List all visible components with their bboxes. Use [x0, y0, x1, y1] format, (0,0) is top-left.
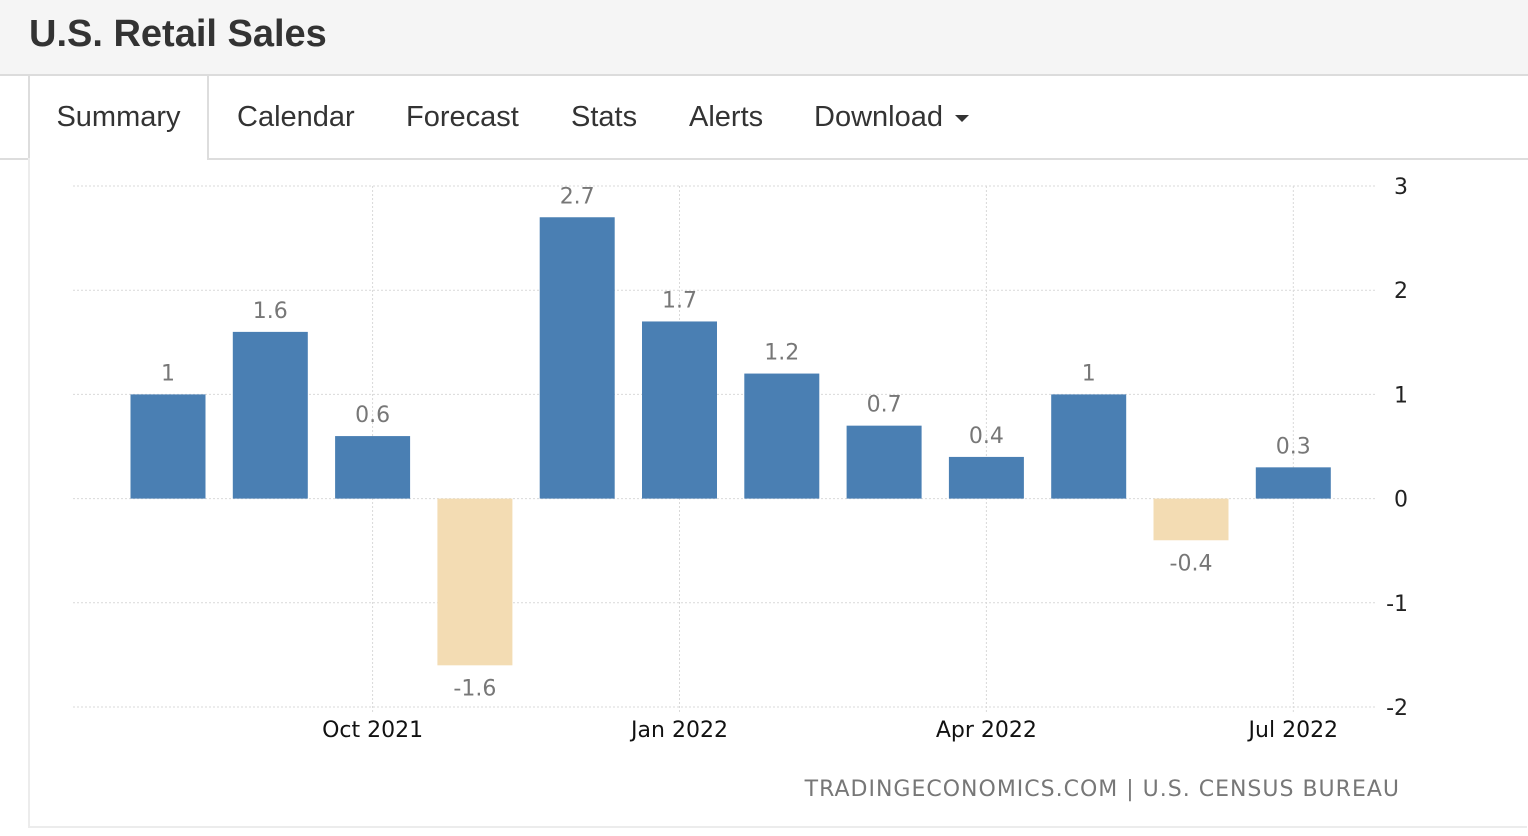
bar: [130, 394, 206, 499]
bar: [1153, 498, 1229, 541]
bar: [744, 373, 820, 499]
data-label: 1: [1082, 361, 1096, 386]
data-label: 0.7: [867, 393, 902, 418]
bar: [1051, 394, 1127, 499]
y-tick-label: 2: [1394, 279, 1408, 304]
y-tick-label: -1: [1386, 592, 1408, 617]
tab-alerts[interactable]: Alerts: [689, 76, 763, 158]
x-tick-label: Jul 2022: [1247, 718, 1339, 743]
bar: [846, 425, 922, 499]
tab-summary-label: Summary: [56, 101, 181, 133]
data-label: 0.6: [355, 403, 390, 428]
data-label: 1.2: [764, 341, 799, 366]
x-tick-label: Jan 2022: [629, 718, 728, 743]
x-tick-label: Oct 2021: [322, 718, 423, 743]
page-title: U.S. Retail Sales: [29, 13, 327, 55]
bar: [437, 498, 513, 666]
y-tick-label: 1: [1394, 383, 1408, 408]
tab-stats[interactable]: Stats: [571, 76, 637, 158]
y-tick-label: 0: [1394, 488, 1408, 513]
chevron-down-icon: [954, 114, 969, 122]
bar: [232, 331, 308, 499]
tab-forecast-label: Forecast: [406, 101, 519, 133]
tab-bar: Summary Calendar Forecast Stats Alerts D…: [0, 76, 1528, 160]
data-label: 1.6: [253, 299, 288, 324]
bar: [642, 321, 717, 499]
tab-summary[interactable]: Summary: [28, 76, 209, 160]
data-label: 2.7: [560, 184, 595, 209]
data-label: -1.6: [453, 676, 496, 701]
tab-stats-label: Stats: [571, 101, 638, 133]
tab-calendar[interactable]: Calendar: [237, 76, 355, 158]
tab-alerts-label: Alerts: [689, 101, 764, 133]
tab-calendar-label: Calendar: [237, 101, 355, 133]
y-tick-label: 3: [1394, 175, 1408, 200]
chart-panel: [28, 158, 1527, 828]
page-header: U.S. Retail Sales: [0, 0, 1528, 76]
tab-download[interactable]: Download: [814, 76, 969, 158]
bar: [948, 456, 1024, 499]
x-tick-label: Apr 2022: [936, 718, 1037, 743]
data-label: 1: [161, 361, 175, 386]
data-label: 0.3: [1276, 434, 1311, 459]
tab-forecast[interactable]: Forecast: [406, 76, 519, 158]
y-tick-label: -2: [1386, 696, 1408, 721]
bar: [539, 217, 615, 499]
tab-download-label: Download: [814, 101, 943, 133]
bar: [335, 436, 411, 499]
data-label: -0.4: [1170, 551, 1213, 576]
chart-source: TRADINGECONOMICS.COM | U.S. CENSUS BUREA…: [804, 777, 1400, 802]
bar: [1255, 467, 1331, 499]
data-label: 1.7: [662, 288, 697, 313]
data-label: 0.4: [969, 424, 1004, 449]
